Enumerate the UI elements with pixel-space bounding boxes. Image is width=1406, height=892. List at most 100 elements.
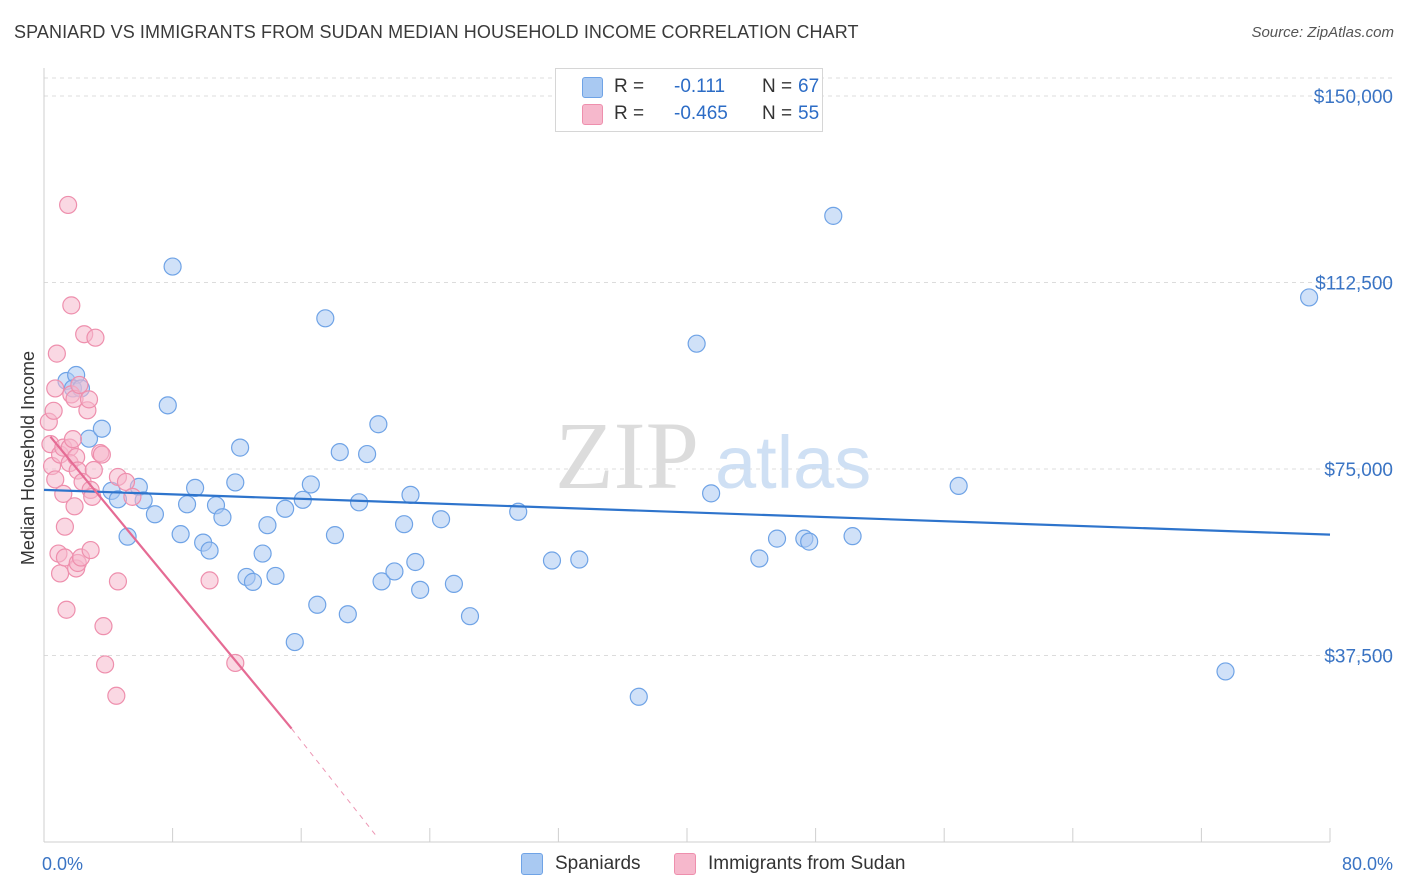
x-tick-label: 0.0% <box>42 854 83 874</box>
data-point-spaniards <box>163 257 182 276</box>
data-point-spaniards <box>213 508 232 527</box>
data-point-sudan <box>92 445 111 464</box>
trend-line-sudan-extension <box>291 728 378 837</box>
bottom-legend-swatch-sudan <box>674 853 696 875</box>
data-point-sudan <box>47 344 66 363</box>
legend-r-value: -0.465 <box>674 103 728 124</box>
data-point-spaniards <box>186 478 205 497</box>
data-point-sudan <box>46 379 65 398</box>
data-point-sudan <box>79 390 99 409</box>
data-point-sudan <box>81 540 100 560</box>
data-point-spaniards <box>243 572 263 591</box>
trend-line-spaniards <box>43 488 1331 536</box>
data-point-spaniards <box>330 442 349 462</box>
legend-n-value: 67 <box>798 76 820 97</box>
data-point-spaniards <box>316 309 335 328</box>
data-point-spaniards <box>301 475 320 494</box>
data-point-spaniards <box>1216 662 1235 681</box>
data-point-sudan <box>50 564 70 583</box>
data-point-spaniards <box>349 493 369 512</box>
data-point-spaniards <box>118 527 137 546</box>
data-point-sudan <box>123 487 142 506</box>
data-point-sudan <box>84 460 103 480</box>
data-point-spaniards <box>177 495 197 514</box>
correlation-legend: R = -0.111 N = 67 R = -0.465 N = 55 <box>555 68 823 132</box>
data-point-spaniards <box>406 552 425 572</box>
watermark-atlas: atlas <box>715 421 871 504</box>
data-point-spaniards <box>401 485 420 504</box>
data-point-spaniards <box>460 607 480 626</box>
data-point-spaniards <box>253 544 272 563</box>
data-point-sudan <box>57 600 76 619</box>
legend-r-value: -0.111 <box>674 76 726 97</box>
legend-r-label: R = <box>614 76 645 97</box>
data-point-spaniards <box>92 419 111 438</box>
data-point-spaniards <box>444 574 464 593</box>
data-point-spaniards <box>372 572 391 591</box>
y-tick-label: $37,500 <box>1324 647 1393 668</box>
legend-swatch-sudan <box>582 104 603 125</box>
tick-labels: $37,500 $75,000 $112,500 $150,000 0.0% 80.0% <box>42 87 1393 874</box>
watermark-zip: ZIP <box>555 402 699 509</box>
trend-lines <box>43 435 1331 837</box>
data-point-sudan <box>44 401 63 420</box>
data-point-sudan <box>107 686 126 705</box>
bottom-legend-label: Immigrants from Sudan <box>708 853 906 874</box>
data-point-spaniards <box>276 499 295 518</box>
bottom-legend-label: Spaniards <box>555 853 641 874</box>
watermark: ZIP atlas <box>555 402 871 509</box>
data-point-spaniards <box>325 526 345 545</box>
data-point-spaniards <box>171 525 190 544</box>
data-point-spaniards <box>358 444 377 464</box>
bottom-legend-swatch-spaniards <box>521 853 543 875</box>
data-point-spaniards <box>750 549 769 568</box>
data-point-spaniards <box>824 206 843 225</box>
data-point-sudan <box>86 328 105 347</box>
data-point-spaniards <box>369 415 388 434</box>
data-point-spaniards <box>158 396 177 415</box>
data-point-sudan <box>200 571 219 590</box>
data-point-sudan <box>94 617 113 636</box>
data-point-spaniards <box>629 687 648 706</box>
data-point-spaniards <box>338 605 357 624</box>
data-point-spaniards <box>266 566 285 586</box>
legend-n-value: 55 <box>798 103 820 124</box>
data-point-spaniards <box>800 532 819 551</box>
data-point-sudan <box>108 572 128 591</box>
data-point-spaniards <box>285 632 304 652</box>
data-point-spaniards <box>226 473 245 492</box>
y-axis-label: Median Household Income <box>18 351 38 565</box>
data-point-sudan <box>65 497 84 516</box>
y-tick-label: $112,500 <box>1315 274 1393 295</box>
data-point-spaniards <box>570 550 589 569</box>
chart-title: SPANIARD VS IMMIGRANTS FROM SUDAN MEDIAN… <box>14 22 859 42</box>
x-tick-label: 80.0% <box>1342 854 1393 874</box>
data-point-spaniards <box>200 541 219 560</box>
axes <box>43 68 1331 843</box>
data-point-sudan <box>70 375 89 395</box>
data-point-spaniards <box>949 476 968 496</box>
data-point-spaniards <box>231 438 250 457</box>
data-point-sudan <box>95 655 115 674</box>
data-point-sudan <box>62 296 81 315</box>
data-point-spaniards <box>145 505 165 524</box>
data-point-sudan <box>55 517 74 536</box>
data-point-spaniards <box>767 529 787 548</box>
legend-n-label: N = <box>762 76 793 97</box>
y-tick-label: $150,000 <box>1314 87 1393 108</box>
data-points <box>39 195 1319 706</box>
data-point-spaniards <box>1300 288 1319 307</box>
data-point-spaniards <box>843 527 862 546</box>
data-point-spaniards <box>702 484 721 503</box>
data-point-spaniards <box>542 551 562 570</box>
data-point-spaniards <box>385 562 404 581</box>
y-tick-label: $75,000 <box>1324 460 1393 481</box>
trend-line-sudan <box>49 435 293 730</box>
data-point-spaniards <box>687 334 706 353</box>
data-point-sudan <box>63 430 83 449</box>
source-note: Source: ZipAtlas.com <box>1251 24 1394 41</box>
legend-swatch-spaniards <box>582 77 603 98</box>
data-point-spaniards <box>308 595 327 614</box>
legend-n-label: N = <box>762 103 793 124</box>
